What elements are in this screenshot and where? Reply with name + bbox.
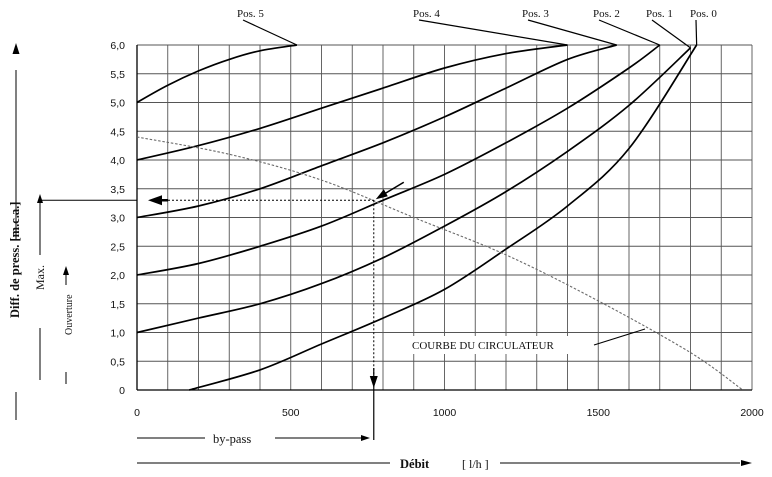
series-lines [136,44,744,391]
bypass-label: by-pass [213,432,251,446]
series-pos-5-line [136,44,298,104]
y-tick-label: 4,5 [110,126,125,138]
series-pos-0-leader [695,19,698,46]
y-tick-label: 3,5 [110,184,125,196]
annotations [40,181,646,440]
y-label-arrowhead [12,43,20,54]
x-axis-label: Débit [400,457,430,471]
y-tick-label: 5,5 [110,69,125,81]
circulator-label-box [404,336,594,354]
opening-label: Ouverture [64,294,75,335]
max-arrowhead [37,194,43,203]
series-pos-5-leader [242,19,298,46]
series-pos-2-label: Pos. 2 [593,8,620,20]
x-tick-label: 1500 [587,407,611,419]
circulator-leader [593,328,646,346]
series-pos-2-leader [598,19,660,46]
series-pos-1-leader [651,19,691,49]
series-pos-4-label: Pos. 4 [413,8,440,20]
series-pos-3-leader [527,19,617,46]
y-tick-label: 6,0 [110,40,125,52]
y-tick-label: 4,0 [110,155,125,167]
series-pos-2-line [136,44,661,276]
axes [12,43,752,466]
tick-labels: 0 500 1000 1500 2000 0 0,5 1,0 1,5 2,0 2,5 3,0 3,5 4,… [110,40,763,419]
series-pos-1-line [136,47,692,334]
bypass-arrowhead [361,435,370,441]
series-courbe-du-circulateur-line [136,136,744,391]
series-pos-3-line [136,44,617,219]
x-axis-unit: [ l/h ] [462,457,489,471]
y-tick-label: 2,0 [110,270,125,282]
y-tick-label: 5,0 [110,98,125,110]
y-tick-label: 1,5 [110,299,125,311]
y-tick-label: 3,0 [110,213,125,225]
y-tick-label: 2,5 [110,241,125,253]
series-pos-0-label: Pos. 0 [690,8,717,20]
x-tick-label: 1000 [433,407,457,419]
series-pos-1-label: Pos. 1 [646,8,673,20]
y-tick-label: 0 [119,385,125,397]
x-tick-label: 2000 [740,407,764,419]
operating-point-pointer [383,181,405,195]
max-label: Max. [33,265,47,290]
series-pos-3-label: Pos. 3 [522,8,549,20]
series-pos-4-line [136,44,568,161]
y-tick-label: 1,0 [110,328,125,340]
y-tick-label: 0,5 [110,356,125,368]
x-label-arrowhead [741,460,752,466]
operating-point-down-arrow [369,376,378,388]
series-pos-0-line [189,44,698,391]
operating-point-pointer-head [375,189,388,200]
opening-arrowhead [63,266,69,275]
circulator-label: COURBE DU CIRCULATEUR [412,340,554,352]
series-pos-4-leader [418,19,568,46]
operating-point-left-arrow [148,195,162,206]
y-axis-label: Diff. de press. [m.c.a.] [8,202,22,318]
series-pos-5-label: Pos. 5 [237,8,264,20]
x-tick-label: 500 [282,407,300,419]
series-labels: Pos. 5 Pos. 4 Pos. 3 Pos. 2 Pos. 1 Pos. 0 [237,8,717,49]
x-tick-label: 0 [134,407,140,419]
